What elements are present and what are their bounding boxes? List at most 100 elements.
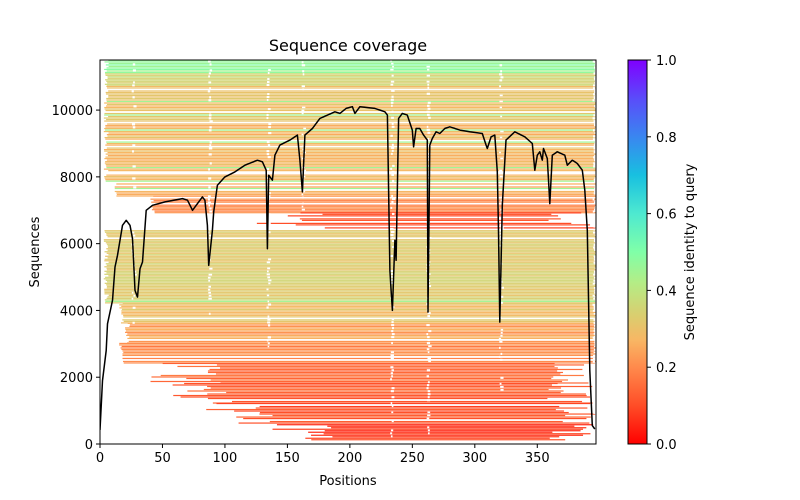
gap-mark (391, 324, 395, 327)
sequence-row (123, 320, 595, 322)
sequence-row (203, 388, 549, 391)
sequence-row (129, 325, 596, 327)
coverage-band (125, 322, 596, 344)
gap-mark (267, 321, 271, 324)
x-axis: 0 50 100 150 200 250 300 350 (96, 444, 550, 466)
chart-title: Sequence coverage (269, 36, 427, 55)
gap-mark (593, 423, 596, 426)
gap-mark (427, 381, 430, 384)
gap-mark (593, 147, 596, 150)
gap-mark (593, 408, 596, 411)
gap-mark (427, 351, 430, 354)
sequence-row (207, 371, 563, 374)
sequence-row (103, 117, 596, 119)
gap-mark (132, 150, 135, 153)
gap-mark (592, 60, 596, 63)
gap-mark (302, 145, 305, 148)
sequence-row (177, 365, 555, 368)
sequence-row (108, 65, 596, 68)
gap-mark (500, 388, 504, 391)
gap-mark (132, 96, 135, 99)
gap-mark (132, 231, 135, 234)
x-tick-label: 100 (213, 451, 238, 466)
gap-mark (209, 267, 213, 270)
sequence-row (108, 254, 596, 256)
gap-mark (267, 231, 271, 234)
gap-mark (390, 83, 394, 86)
gap-mark (208, 204, 211, 207)
sequence-row (105, 279, 594, 281)
gap-mark (592, 213, 595, 216)
sequence-row (105, 179, 594, 181)
gap-mark (390, 435, 393, 438)
gap-mark (392, 65, 394, 68)
sequence-row (108, 62, 595, 65)
sequence-row (107, 135, 595, 137)
gap-mark (301, 205, 304, 208)
gap-mark (131, 297, 134, 300)
gap-mark (209, 87, 211, 90)
sequence-row (119, 304, 594, 306)
gap-mark (593, 261, 596, 264)
gap-mark (207, 195, 211, 198)
colorbar-tick-label: 0.6 (656, 208, 677, 223)
gap-mark (498, 217, 502, 220)
sequence-row (327, 425, 575, 427)
gap-mark (391, 212, 395, 215)
gap-mark (266, 99, 269, 102)
sequence-row (106, 85, 595, 87)
gap-mark (390, 351, 394, 354)
gap-mark (208, 216, 211, 219)
sequence-row (104, 260, 595, 262)
gap-mark (593, 273, 596, 276)
gap-mark (390, 432, 393, 435)
sequence-row (173, 394, 587, 397)
gap-mark (593, 429, 596, 432)
sequence-row (105, 124, 594, 127)
gap-mark (593, 243, 596, 246)
gap-mark (132, 321, 135, 324)
sequence-row (121, 345, 594, 348)
coverage-band (272, 424, 595, 441)
gap-mark (499, 169, 503, 172)
gap-mark (208, 129, 212, 132)
gap-mark (593, 318, 596, 321)
gap-mark (426, 348, 430, 351)
gap-mark (391, 200, 394, 203)
gap-mark (390, 378, 392, 381)
gap-mark (427, 336, 430, 339)
gap-mark (132, 210, 136, 213)
sequence-row (125, 331, 595, 334)
gap-mark (593, 72, 596, 75)
gap-mark (499, 151, 501, 154)
sequence-row (106, 252, 596, 254)
sequence-row (107, 77, 594, 79)
gap-mark (593, 201, 596, 204)
gap-mark (302, 202, 304, 205)
gap-mark (593, 231, 596, 234)
coverage-band (104, 73, 596, 87)
sequence-row (106, 85, 596, 88)
gap-mark (268, 195, 271, 198)
gap-mark (427, 390, 431, 393)
gap-mark (391, 411, 394, 414)
sequence-row (207, 397, 548, 400)
gap-mark (427, 107, 431, 110)
sequence-row (255, 407, 588, 409)
gap-mark (391, 173, 394, 176)
sequence-row (104, 230, 596, 232)
gap-mark (593, 306, 596, 309)
gap-mark (594, 177, 596, 180)
y-tick-label: 4000 (60, 304, 93, 319)
gap-mark (208, 114, 212, 117)
sequence-row (107, 257, 595, 259)
gap-mark (500, 130, 504, 133)
gap-mark (500, 199, 503, 202)
gap-mark (208, 147, 213, 150)
gap-mark (267, 219, 271, 222)
coverage-band (150, 195, 596, 214)
gap-mark (208, 153, 212, 156)
gap-mark (391, 336, 395, 339)
gap-mark (593, 135, 596, 138)
colorbar: 0.0 0.2 0.4 0.6 0.8 1.0 Sequence identity to … (627, 54, 698, 453)
